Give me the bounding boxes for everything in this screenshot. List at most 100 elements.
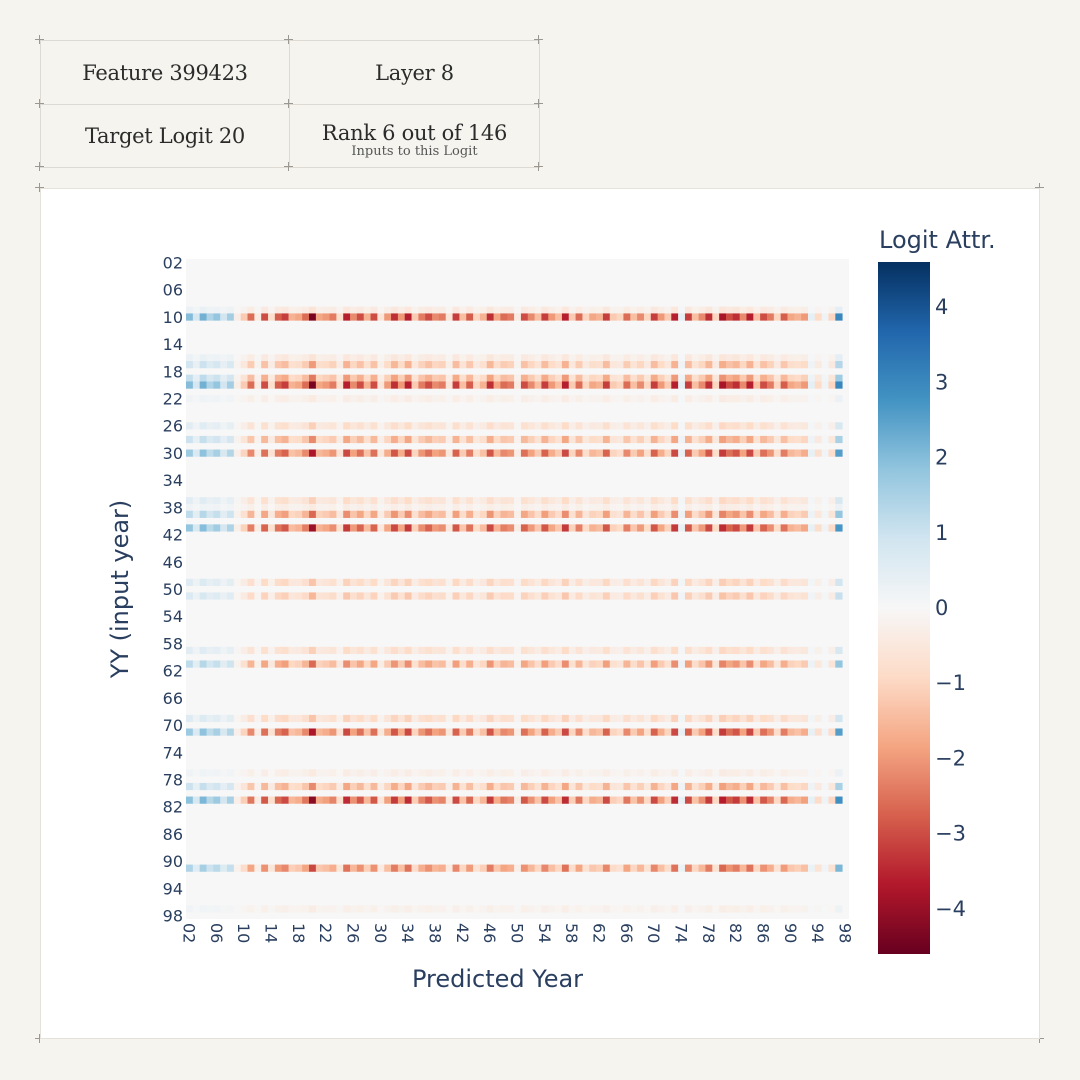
heatmap-cell <box>479 361 488 369</box>
heatmap-cell <box>322 796 330 804</box>
heatmap-cell <box>486 449 494 457</box>
heatmap-cell <box>712 592 720 600</box>
heatmap-cell <box>561 361 570 369</box>
heatmap-cell <box>787 354 795 362</box>
heatmap-cell <box>466 354 474 362</box>
heatmap-cell <box>760 864 768 872</box>
heatmap-cell <box>459 361 467 369</box>
heatmap-cell <box>527 714 535 723</box>
heatmap-cell <box>391 510 399 518</box>
heatmap-cell <box>397 769 406 777</box>
heatmap-cell <box>643 782 652 791</box>
heatmap-cell <box>377 503 385 512</box>
heatmap-cell <box>527 592 535 600</box>
heatmap-cell <box>568 497 576 505</box>
heatmap-cell <box>295 796 303 804</box>
heatmap-cell <box>186 503 194 512</box>
heatmap-cell <box>411 354 419 362</box>
heatmap-cell <box>814 660 823 668</box>
heatmap-cell <box>807 497 816 505</box>
rank-label: Rank 6 out of 146 <box>321 121 508 145</box>
heatmap-cell <box>664 313 672 321</box>
heatmap-cell <box>664 422 672 430</box>
heatmap-cell <box>746 905 754 913</box>
heatmap-cell <box>835 660 843 668</box>
heatmap-cell <box>418 381 426 389</box>
heatmap-cell <box>459 660 467 668</box>
heatmap-cell <box>568 503 576 512</box>
heatmap-cell <box>725 592 734 600</box>
heatmap-cell <box>309 769 317 777</box>
heatmap-cell <box>760 796 768 804</box>
heatmap-cell <box>582 728 590 736</box>
heatmap-cell <box>807 313 816 321</box>
heatmap-cell <box>302 422 310 430</box>
heatmap-cell <box>473 646 481 655</box>
heatmap-cell <box>602 449 611 457</box>
heatmap-cell <box>719 374 727 382</box>
heatmap-cell <box>370 381 378 389</box>
heatmap-cell <box>514 435 522 444</box>
heatmap-cell <box>418 905 426 913</box>
heatmap-cell <box>268 646 276 655</box>
heatmap-cell <box>206 435 214 444</box>
heatmap-cell <box>213 864 221 872</box>
heatmap-cell <box>418 374 426 382</box>
heatmap-cell <box>391 497 399 505</box>
heatmap-cell <box>616 769 624 777</box>
heatmap-cell <box>295 769 303 777</box>
heatmap-cell <box>363 435 371 444</box>
heatmap-cell <box>520 660 529 668</box>
heatmap-cell <box>343 578 351 586</box>
heatmap-cell <box>336 510 344 518</box>
heatmap-cell <box>527 782 535 791</box>
heatmap-cell <box>404 782 412 791</box>
heatmap-cell <box>295 592 303 600</box>
heatmap-cell <box>445 510 453 518</box>
heatmap-cell <box>637 905 645 913</box>
heatmap-cell <box>486 524 494 532</box>
heatmap-cell <box>541 782 549 791</box>
heatmap-cell <box>671 905 679 913</box>
heatmap-cell <box>213 905 221 913</box>
heatmap-cell <box>760 381 768 389</box>
heatmap-cell <box>684 503 693 512</box>
heatmap-cell <box>507 435 515 444</box>
heatmap-cell <box>261 660 269 668</box>
heatmap-cell <box>438 435 447 444</box>
heatmap-cell <box>261 905 269 913</box>
heatmap-cell <box>268 714 276 723</box>
heatmap-cell <box>268 524 276 532</box>
heatmap-cell <box>473 524 481 532</box>
heatmap-cell <box>356 361 365 369</box>
heatmap-cell <box>315 354 324 362</box>
heatmap-cell <box>548 782 556 791</box>
heatmap-cell <box>609 313 618 321</box>
heatmap-cell <box>479 714 488 723</box>
heatmap-cell <box>698 395 706 403</box>
heatmap-cell <box>425 796 433 804</box>
heatmap-cell <box>753 503 761 512</box>
heatmap-cell <box>281 864 289 872</box>
heatmap-cell <box>438 306 447 314</box>
heatmap-cell <box>684 660 693 668</box>
heatmap-cell <box>643 422 652 430</box>
heatmap-cell <box>411 592 419 600</box>
heatmap-cell <box>302 646 310 655</box>
heatmap-cell <box>732 646 741 655</box>
heatmap-cell <box>288 592 296 600</box>
heatmap-cell <box>602 435 611 444</box>
heatmap-cell <box>732 510 741 518</box>
heatmap-cell <box>637 306 645 314</box>
heatmap-cell <box>220 714 228 723</box>
heatmap-cell <box>575 361 583 369</box>
heatmap-cell <box>835 646 843 655</box>
heatmap-cell <box>691 354 700 362</box>
heatmap-cell <box>473 374 481 382</box>
heatmap-cell <box>719 361 727 369</box>
heatmap-cell <box>199 306 207 314</box>
heatmap-cell <box>623 374 631 382</box>
heatmap-cell <box>766 796 775 804</box>
heatmap-cell <box>678 905 686 913</box>
heatmap-cell <box>397 782 406 791</box>
